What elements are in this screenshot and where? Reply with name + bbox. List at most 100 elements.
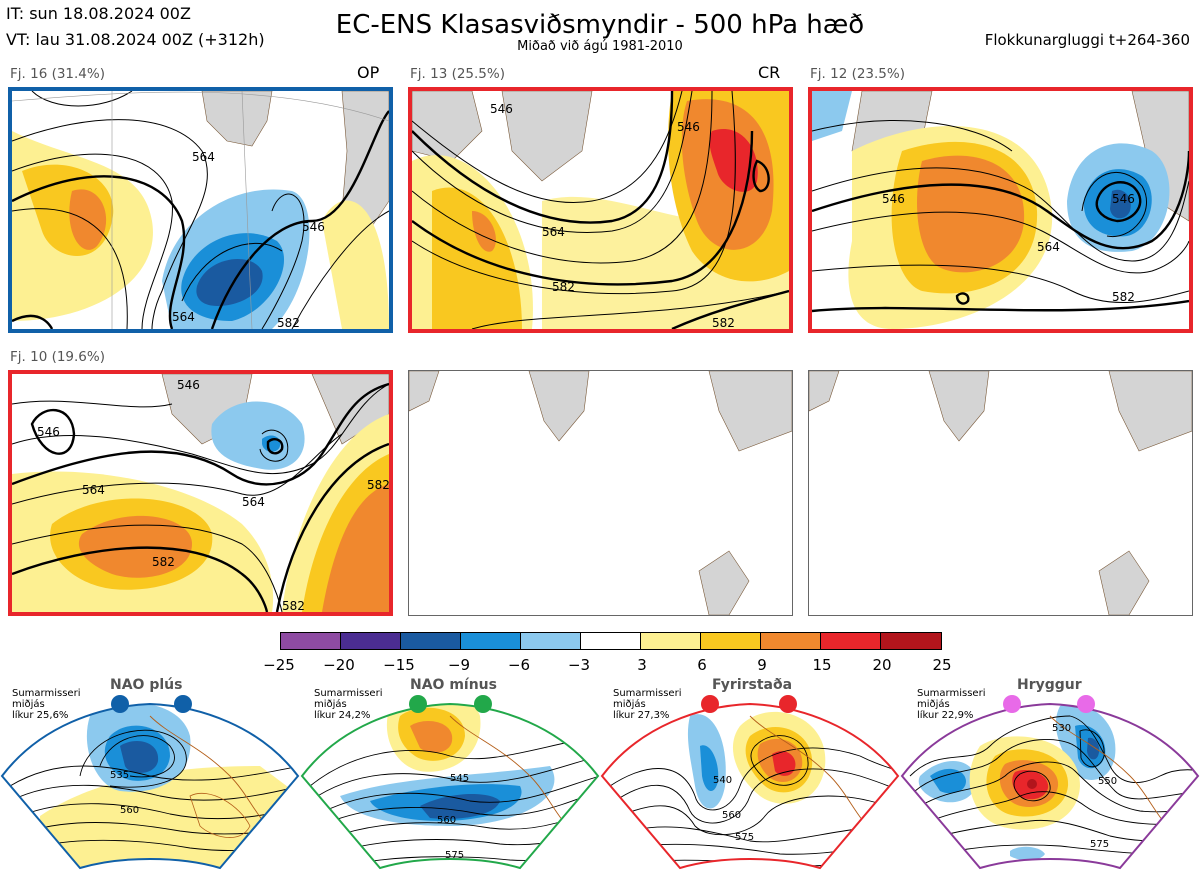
colorbar-segment bbox=[580, 632, 641, 650]
regime-info-1: Sumarmisseri miðjás líkur 25,6% bbox=[12, 688, 80, 721]
colorbar-tick: 15 bbox=[812, 656, 832, 674]
regime-dot bbox=[474, 695, 492, 713]
regime-dot bbox=[174, 695, 192, 713]
page-title: EC-ENS Klasasviðsmyndir - 500 hPa hæð bbox=[335, 10, 865, 40]
contour-label: 582 bbox=[367, 478, 389, 492]
regime-dot bbox=[111, 695, 129, 713]
regime-info-line: líkur 27,3% bbox=[613, 710, 670, 721]
regime-name-4: Hryggur bbox=[1017, 677, 1082, 693]
contour-label: 546 bbox=[37, 425, 60, 439]
contour-label: 575 bbox=[1090, 839, 1109, 850]
contour-label: 582 bbox=[552, 280, 575, 294]
regime-map-3: 540 560 575 bbox=[600, 676, 900, 871]
colorbar-tick: 6 bbox=[697, 656, 707, 674]
colorbar-tick: 20 bbox=[872, 656, 892, 674]
regime-info-line: Sumarmisseri bbox=[613, 688, 682, 699]
colorbar-segment bbox=[820, 632, 881, 650]
contour-label: 575 bbox=[445, 850, 464, 861]
contour-label: 560 bbox=[437, 815, 456, 826]
land-greenland bbox=[201, 91, 273, 147]
regime-frame bbox=[300, 702, 600, 870]
regime-map-4: 530 550 575 bbox=[900, 676, 1200, 871]
contour-label: 564 bbox=[172, 310, 195, 324]
regime-info-line: miðjás bbox=[613, 699, 646, 710]
contour-label: 545 bbox=[450, 773, 469, 784]
empty-map-5 bbox=[408, 370, 793, 616]
cluster-label-1: Fj. 16 (31.4%) bbox=[10, 66, 105, 82]
regime-map-2: 545 560 575 bbox=[300, 676, 600, 871]
regime-info-2: Sumarmisseri miðjás líkur 24,2% bbox=[314, 688, 382, 721]
contour-label: 564 bbox=[82, 483, 105, 497]
init-time: IT: sun 18.08.2024 00Z bbox=[6, 4, 191, 23]
regime-info-line: líkur 22,9% bbox=[917, 710, 974, 721]
cluster-window: Flokkunargluggi t+264-360 bbox=[984, 31, 1190, 49]
colorbar-tick: −20 bbox=[323, 656, 355, 674]
colorbar-tick: −3 bbox=[567, 656, 591, 674]
contour-label: 530 bbox=[1052, 723, 1071, 734]
contour-label: 582 bbox=[1112, 290, 1135, 304]
cluster-map-1: 564 546 564 582 bbox=[8, 87, 393, 333]
colorbar-segment bbox=[460, 632, 521, 650]
cluster-map-3: 546 564 582 546 bbox=[808, 87, 1193, 333]
regime-name-3: Fyrirstaða bbox=[712, 677, 793, 693]
regime-info-line: líkur 24,2% bbox=[314, 710, 371, 721]
colorbar-segment bbox=[760, 632, 821, 650]
colorbar-tick: −6 bbox=[507, 656, 531, 674]
colorbar-segment bbox=[880, 632, 942, 650]
contour-label: 582 bbox=[712, 316, 735, 329]
contour-label: 546 bbox=[302, 220, 325, 234]
contour-label: 582 bbox=[282, 599, 305, 612]
contour-label: 546 bbox=[490, 102, 513, 116]
anomaly-pos-orange-core bbox=[69, 189, 107, 250]
regime-info-line: miðjás bbox=[12, 699, 45, 710]
contour-label: 582 bbox=[277, 316, 300, 329]
contour-label: 564 bbox=[1037, 240, 1060, 254]
regime-name-2: NAO mínus bbox=[410, 677, 497, 693]
contour-label: 546 bbox=[177, 378, 200, 392]
contour-label: 540 bbox=[713, 775, 732, 786]
colorbar-tick: 25 bbox=[932, 656, 952, 674]
colorbar-tick: −25 bbox=[263, 656, 295, 674]
contour-label: 564 bbox=[192, 150, 215, 164]
regime-info-3: Sumarmisseri miðjás líkur 27,3% bbox=[613, 688, 681, 721]
contour-label: 550 bbox=[1098, 776, 1117, 787]
contour-label: 564 bbox=[542, 225, 565, 239]
contour-label: 575 bbox=[735, 832, 754, 843]
colorbar-tick: 9 bbox=[757, 656, 767, 674]
cluster-tag-2: CR bbox=[758, 63, 781, 82]
regime-frame bbox=[900, 702, 1200, 870]
contour-label: 546 bbox=[677, 120, 700, 134]
colorbar-segment bbox=[520, 632, 581, 650]
contour-label: 560 bbox=[722, 810, 741, 821]
regime-dot bbox=[701, 695, 719, 713]
cluster-map-4: 546 546 564 564 582 582 582 bbox=[8, 370, 393, 616]
colorbar bbox=[280, 632, 942, 652]
colorbar-tick: −9 bbox=[447, 656, 471, 674]
colorbar-segment bbox=[280, 632, 341, 650]
regime-info-line: Sumarmisseri bbox=[12, 688, 81, 699]
cluster-label-4: Fj. 10 (19.6%) bbox=[10, 349, 105, 365]
regime-dot bbox=[409, 695, 427, 713]
regime-info-line: miðjás bbox=[314, 699, 347, 710]
empty-map-6 bbox=[808, 370, 1193, 616]
cluster-label-3: Fj. 12 (23.5%) bbox=[810, 66, 905, 82]
regime-info-line: líkur 25,6% bbox=[12, 710, 69, 721]
colorbar-tick: −15 bbox=[383, 656, 415, 674]
colorbar-segment bbox=[700, 632, 761, 650]
contour-label: 582 bbox=[152, 555, 175, 569]
regime-info-line: Sumarmisseri bbox=[314, 688, 383, 699]
cluster-map-2: 546 564 582 546 582 bbox=[408, 87, 793, 333]
contour-label: 546 bbox=[1112, 192, 1135, 206]
contour-label: 535 bbox=[110, 770, 129, 781]
colorbar-segment bbox=[400, 632, 461, 650]
contour-label: 560 bbox=[120, 805, 139, 816]
regime-info-line: Sumarmisseri bbox=[917, 688, 986, 699]
contour-label: 564 bbox=[242, 495, 265, 509]
contour-label: 546 bbox=[882, 192, 905, 206]
colorbar-segment bbox=[640, 632, 701, 650]
anomaly-neg-dark bbox=[196, 259, 263, 306]
cluster-tag-1: OP bbox=[357, 63, 380, 82]
colorbar-segment bbox=[340, 632, 401, 650]
cluster-label-2: Fj. 13 (25.5%) bbox=[410, 66, 505, 82]
colorbar-tick: 3 bbox=[637, 656, 647, 674]
